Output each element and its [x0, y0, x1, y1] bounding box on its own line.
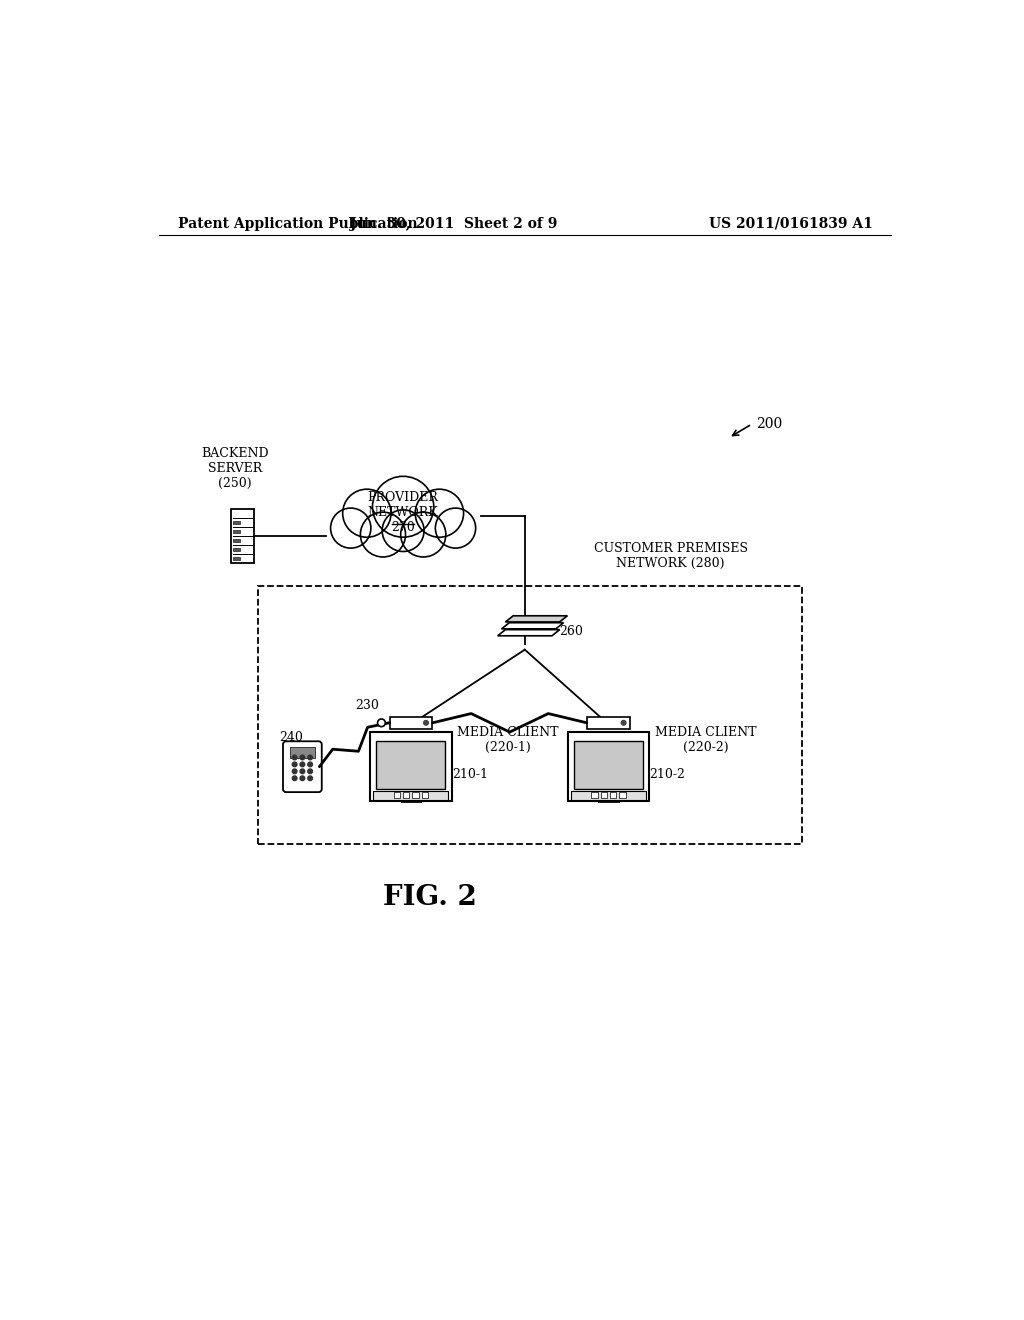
Text: 200: 200: [756, 417, 782, 432]
Circle shape: [292, 770, 297, 774]
Text: MEDIA CLIENT
(220-2): MEDIA CLIENT (220-2): [655, 726, 757, 754]
Circle shape: [331, 508, 371, 548]
Circle shape: [424, 721, 428, 725]
Circle shape: [292, 762, 297, 767]
Bar: [233, 520, 240, 524]
Text: Patent Application Publication: Patent Application Publication: [178, 216, 418, 231]
Circle shape: [622, 721, 626, 725]
Circle shape: [292, 776, 297, 780]
Bar: [394, 792, 400, 799]
Circle shape: [292, 755, 297, 760]
Text: 230: 230: [355, 700, 379, 713]
Polygon shape: [506, 615, 567, 622]
Bar: [422, 792, 428, 799]
Bar: [403, 792, 410, 799]
Bar: [258, 586, 802, 843]
Circle shape: [308, 762, 312, 767]
Circle shape: [382, 510, 424, 552]
Text: Jun. 30, 2011  Sheet 2 of 9: Jun. 30, 2011 Sheet 2 of 9: [350, 216, 557, 231]
Bar: [601, 792, 607, 799]
Circle shape: [360, 512, 406, 557]
Bar: [233, 539, 240, 541]
Circle shape: [378, 719, 385, 726]
Bar: [377, 742, 445, 789]
Polygon shape: [498, 630, 560, 636]
Circle shape: [435, 508, 476, 548]
Polygon shape: [502, 623, 563, 628]
Text: BACKEND
SERVER
(250): BACKEND SERVER (250): [201, 447, 268, 490]
Circle shape: [300, 770, 305, 774]
Bar: [620, 792, 626, 799]
Bar: [571, 791, 646, 800]
Text: PROVIDER
NETWORK
270: PROVIDER NETWORK 270: [368, 491, 438, 535]
Bar: [233, 529, 240, 533]
Text: CUSTOMER PREMISES
NETWORK (280): CUSTOMER PREMISES NETWORK (280): [594, 543, 748, 570]
Bar: [233, 548, 240, 550]
Circle shape: [400, 512, 445, 557]
Bar: [587, 717, 630, 729]
Text: MEDIA CLIENT
(220-1): MEDIA CLIENT (220-1): [458, 726, 559, 754]
Bar: [413, 792, 419, 799]
Bar: [371, 733, 452, 801]
Text: 210-1: 210-1: [452, 768, 488, 781]
Text: 210-2: 210-2: [649, 768, 685, 781]
Bar: [574, 742, 643, 789]
Circle shape: [300, 755, 305, 760]
Bar: [231, 508, 254, 562]
Circle shape: [300, 762, 305, 767]
Bar: [233, 557, 240, 560]
Text: 260: 260: [560, 626, 584, 639]
Bar: [592, 792, 598, 799]
Circle shape: [308, 776, 312, 780]
Circle shape: [308, 755, 312, 760]
FancyBboxPatch shape: [283, 742, 322, 792]
Text: 240: 240: [279, 731, 303, 744]
Circle shape: [373, 477, 434, 537]
Circle shape: [415, 490, 464, 537]
Circle shape: [308, 770, 312, 774]
Circle shape: [300, 776, 305, 780]
Bar: [610, 792, 616, 799]
Text: FIG. 2: FIG. 2: [383, 884, 477, 911]
Circle shape: [343, 490, 391, 537]
Text: US 2011/0161839 A1: US 2011/0161839 A1: [709, 216, 872, 231]
Bar: [290, 747, 314, 758]
Bar: [389, 717, 432, 729]
Bar: [374, 791, 449, 800]
Bar: [568, 733, 649, 801]
